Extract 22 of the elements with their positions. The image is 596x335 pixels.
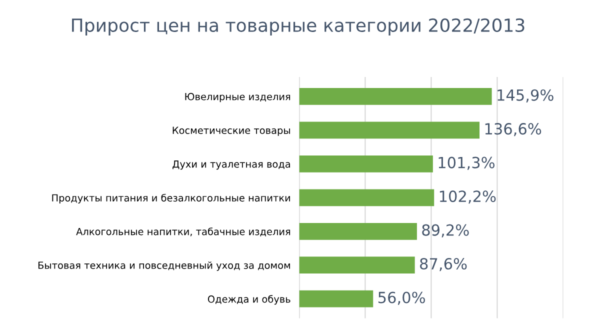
data-label: 89,2%	[422, 224, 469, 238]
y-tick-label: Продукты питания и безалкогольные напитки	[52, 194, 290, 204]
bar	[299, 88, 492, 105]
y-tick-label: Алкогольные напитки, табачные изделия	[76, 228, 290, 236]
y-tick-label: Ювелирные изделия	[185, 92, 290, 102]
y-tick-label: Косметические товары	[172, 126, 290, 136]
data-label: 56,0%	[378, 292, 425, 305]
data-label: 145,9%	[498, 89, 554, 102]
y-tick-label: Бытовая техника и повседневный уход за домом	[38, 261, 290, 271]
data-label: 101,3%	[438, 156, 494, 170]
y-tick-label: Духи и туалетная вода	[172, 160, 290, 170]
bar	[299, 155, 433, 172]
bar	[299, 122, 480, 139]
bar	[299, 290, 374, 308]
data-label: 136,6%	[485, 123, 542, 136]
data-label: 87,6%	[420, 258, 467, 272]
y-tick-label: Одежда и обувь	[208, 295, 290, 305]
data-label: 102,2%	[440, 190, 496, 204]
bar	[299, 189, 434, 206]
chart-title: Прирост цен на товарные категории 2022/2013	[72, 18, 524, 36]
bar	[299, 256, 415, 274]
bar	[299, 222, 417, 240]
